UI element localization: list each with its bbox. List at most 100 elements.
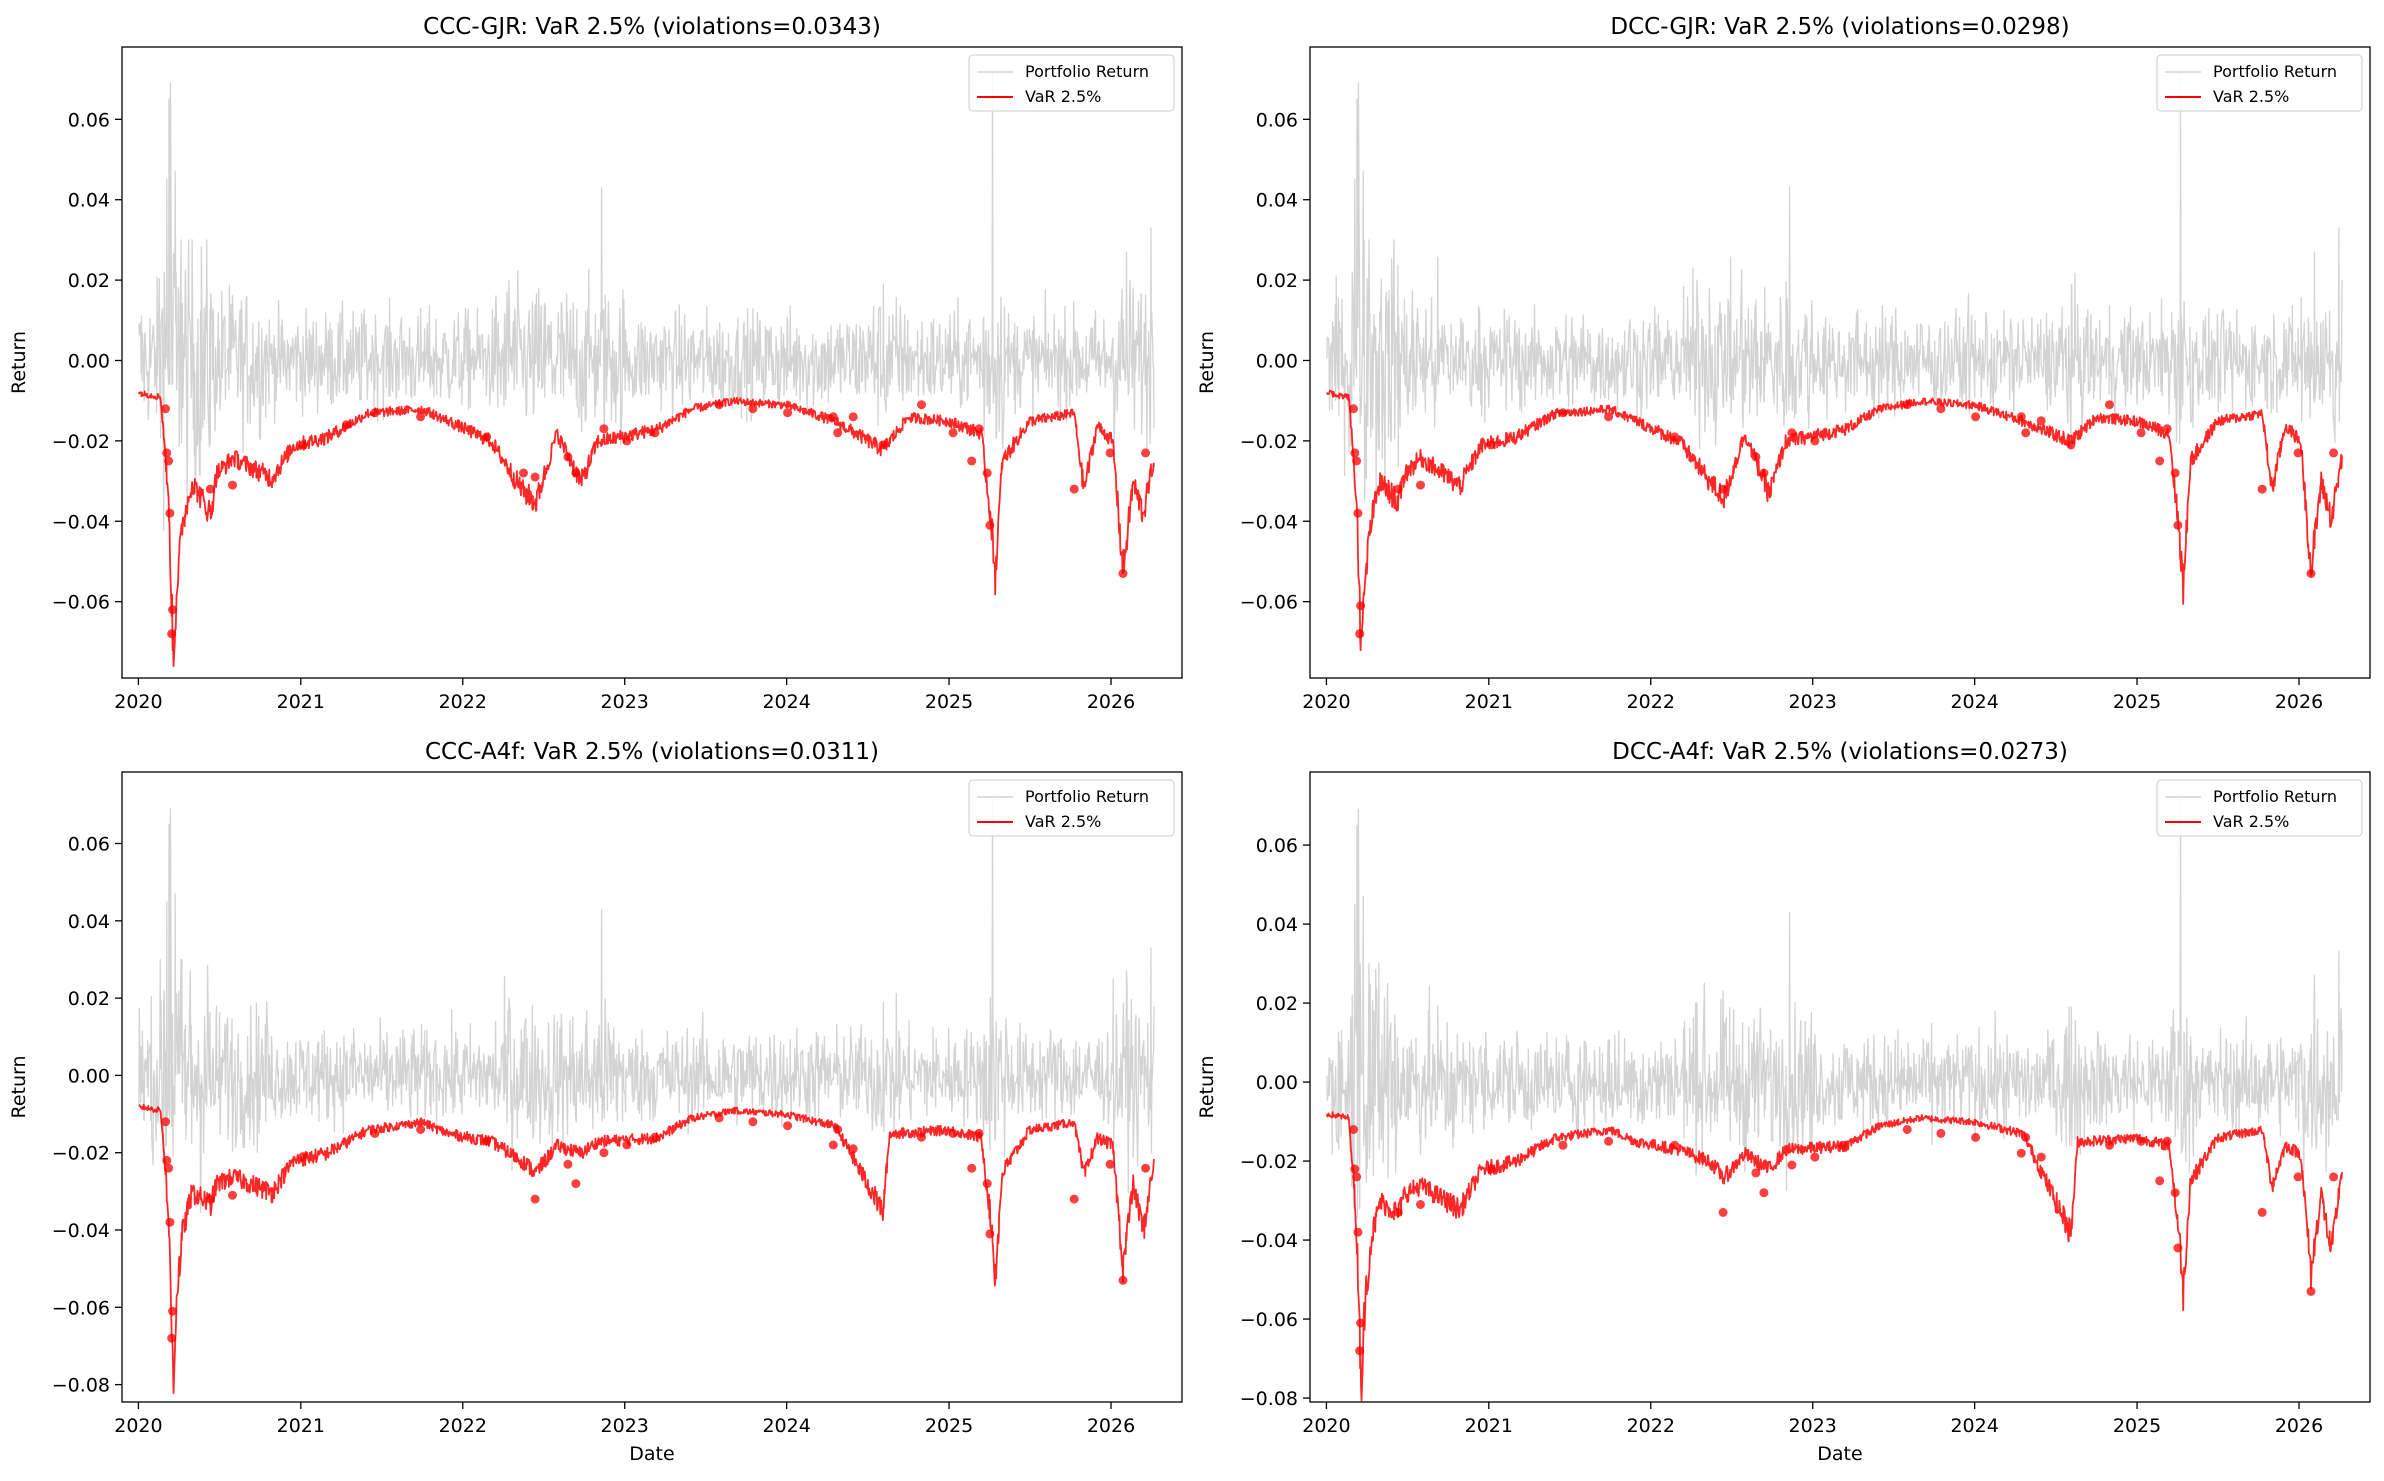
y-tick-label: 0.04: [1256, 190, 1298, 212]
y-tick-label: −0.04: [1240, 511, 1298, 533]
violation-point: [748, 1117, 758, 1127]
x-tick-label: 2023: [601, 1415, 649, 1437]
violation-point: [1141, 1163, 1151, 1173]
violation-point: [1352, 456, 1362, 466]
violation-point: [2021, 428, 2031, 438]
violation-point: [1718, 1207, 1728, 1217]
y-tick-label: −0.06: [52, 592, 110, 614]
violation-point: [2016, 412, 2026, 422]
violation-point: [1759, 468, 1769, 478]
violation-point: [2173, 520, 2183, 530]
violation-point: [948, 1128, 958, 1138]
violation-point: [948, 428, 958, 438]
y-tick-label: 0.02: [68, 270, 110, 292]
violation-point: [1350, 448, 1360, 458]
violation-point: [917, 400, 926, 410]
y-tick-label: 0.02: [68, 988, 110, 1010]
violation-point: [416, 1125, 426, 1134]
violation-point: [1118, 569, 1128, 578]
violation-point: [1604, 412, 1614, 422]
violation-point: [1069, 484, 1079, 494]
violation-point: [370, 408, 380, 418]
y-tick-label: −0.02: [52, 431, 110, 453]
x-tick-label: 2025: [2113, 1415, 2161, 1437]
y-axis-label: Return: [1196, 331, 1218, 394]
x-tick-label: 2020: [1302, 1415, 1350, 1437]
violation-point: [168, 1306, 178, 1316]
legend-label-portfolio-return: Portfolio Return: [2213, 62, 2337, 81]
plot-area: [138, 70, 1155, 667]
violation-point: [519, 468, 528, 478]
violation-point: [2136, 428, 2146, 438]
portfolio-return-line: [138, 70, 1155, 532]
legend-label-var: VaR 2.5%: [2213, 87, 2289, 106]
legend: Portfolio Return VaR 2.5%: [2156, 779, 2363, 837]
y-axis-label: Return: [1196, 1055, 1218, 1118]
violation-point: [1604, 1136, 1614, 1146]
violation-point: [1141, 448, 1151, 458]
y-tick-label: 0.00: [1256, 1072, 1298, 1094]
violation-point: [2293, 448, 2303, 458]
violation-point: [828, 412, 838, 422]
violation-point: [2306, 1286, 2316, 1296]
x-tick-label: 2026: [1087, 691, 1135, 713]
x-tick-label: 2025: [925, 1415, 973, 1437]
violation-point: [985, 520, 995, 530]
violation-point: [2162, 1136, 2172, 1146]
subplot-3: 2020 2021 2022 2023 2024 2025 2026 −0.08 −0.06 −0…: [8, 739, 1183, 1465]
axes-frame: [121, 771, 1183, 1403]
violation-point: [1393, 484, 1403, 494]
violation-point: [1356, 1318, 1366, 1328]
violation-point: [530, 1194, 540, 1204]
legend-label-var: VaR 2.5%: [2213, 812, 2289, 831]
y-tick-label: −0.04: [52, 1220, 110, 1242]
violation-point: [164, 1163, 174, 1173]
y-tick-label: 0.02: [1256, 993, 1298, 1015]
violation-point: [1105, 448, 1115, 458]
violation-point: [370, 1128, 380, 1138]
chart-title: DCC-GJR: VaR 2.5% (violations=0.0298): [1610, 14, 2069, 40]
violation-point: [1902, 1125, 1912, 1134]
x-tick-label: 2026: [2275, 1415, 2323, 1437]
violation-point: [2293, 1172, 2303, 1182]
x-tick-label: 2020: [114, 691, 162, 713]
violation-point: [974, 424, 984, 434]
violation-point: [982, 468, 992, 478]
x-tick-label: 2021: [1465, 691, 1513, 713]
violation-point: [2173, 1243, 2183, 1253]
violation-point: [650, 428, 660, 438]
portfolio-return-line: [1326, 70, 2343, 502]
violation-point: [1838, 1140, 1848, 1150]
violation-point: [848, 1144, 858, 1154]
x-tick-label: 2022: [439, 1415, 487, 1437]
legend: Portfolio Return VaR 2.5%: [2156, 54, 2363, 112]
violation-point: [2306, 569, 2316, 578]
violation-point: [1971, 1132, 1981, 1142]
y-axis-label: Return: [8, 331, 30, 394]
violation-point: [2036, 1152, 2046, 1162]
x-axis-label: Date: [1817, 1443, 1862, 1465]
x-tick-label: 2020: [1302, 691, 1350, 713]
y-tick-label: 0.02: [1256, 270, 1298, 292]
violation-point: [563, 452, 573, 462]
y-tick-label: 0.06: [68, 834, 110, 856]
portfolio-return-line: [138, 796, 1155, 1214]
violation-point: [167, 629, 177, 639]
var-line: [1326, 1111, 2343, 1402]
violation-point: [162, 448, 172, 458]
x-tick-label: 2023: [601, 691, 649, 713]
violation-point: [161, 1117, 170, 1127]
violation-point: [2036, 416, 2046, 426]
violation-point: [228, 1190, 237, 1200]
violation-point: [599, 1148, 609, 1158]
violation-point: [205, 484, 215, 494]
violation-point: [622, 436, 632, 446]
violation-point: [878, 440, 888, 450]
violation-point: [650, 1132, 660, 1142]
violation-point: [1486, 1164, 1496, 1174]
violation-point: [1936, 404, 1946, 414]
legend-box: [2156, 779, 2363, 837]
violation-point: [783, 1121, 793, 1131]
violation-point: [2066, 440, 2076, 450]
